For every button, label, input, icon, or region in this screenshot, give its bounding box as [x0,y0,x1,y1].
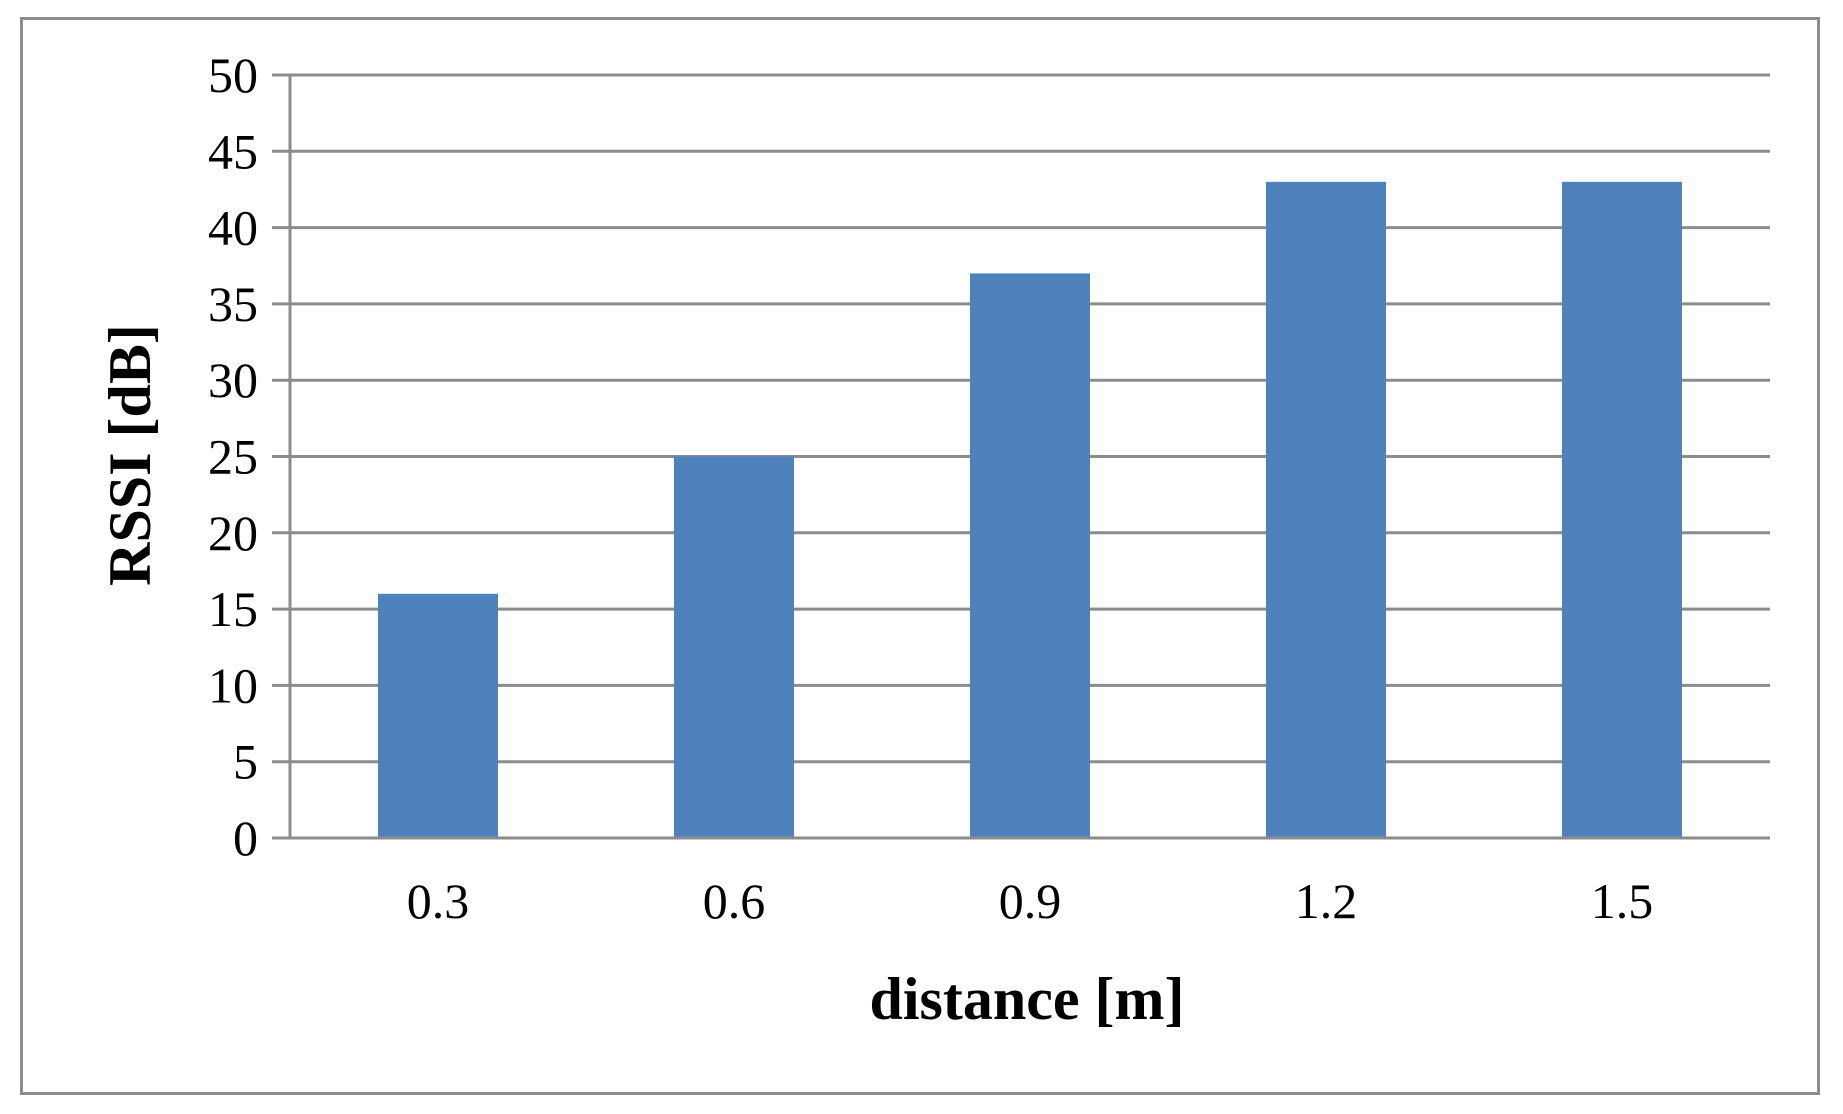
bar-1.5 [1562,181,1682,838]
bar-0.3 [378,593,498,838]
y-tick-label: 25 [208,429,258,485]
x-tick-label: 0.6 [703,873,766,929]
bar-0.9 [970,273,1090,838]
x-tick-label: 0.3 [407,873,470,929]
y-tick-label: 10 [208,657,258,713]
x-tick-label: 1.2 [1295,873,1358,929]
y-tick-label: 0 [233,810,258,866]
x-tick-labels: 0.3 0.6 0.9 1.2 1.5 [407,873,1654,929]
chart-frame [20,17,1820,1095]
x-axis-title: distance [m] [870,966,1185,1032]
y-tick-label: 35 [208,276,258,332]
grid-lines [290,73,1770,764]
y-tick-label: 30 [208,352,258,408]
y-tick-label: 40 [208,200,258,256]
y-tick-label: 50 [208,47,258,103]
y-tick-labels: 0 5 10 15 20 25 30 35 40 45 50 [208,47,258,866]
x-tick-label: 0.9 [999,873,1062,929]
bar-1.2 [1266,181,1386,838]
y-tick-label: 5 [233,734,258,790]
bar-0.6 [674,456,794,838]
bars [378,181,1682,838]
y-tick-label: 15 [208,581,258,637]
y-tick-label: 20 [208,505,258,561]
axes [272,73,1770,840]
x-tick-label: 1.5 [1591,873,1654,929]
y-axis-title: RSSI [dB] [97,324,163,586]
y-tick-label: 45 [208,123,258,179]
